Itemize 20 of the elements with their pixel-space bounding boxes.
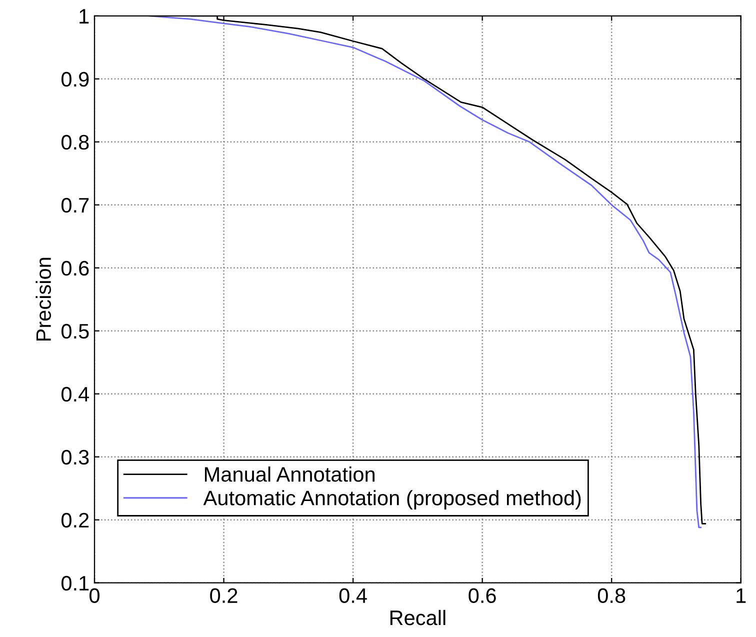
x-tick-label: 0.8: [598, 588, 626, 604]
y-tick-label: 0.3: [61, 450, 89, 465]
legend-label: Manual Annotation: [204, 466, 374, 482]
y-tick-label: 0.5: [61, 324, 89, 339]
y-tick-label: 0.8: [61, 134, 89, 150]
x-tick-label: 0.6: [468, 588, 496, 604]
y-tick-label: 0.2: [61, 512, 89, 528]
x-axis-title: Recall: [390, 610, 446, 626]
y-tick-label: 1: [80, 9, 89, 24]
x-tick-label: 0: [90, 588, 100, 604]
y-tick-label: 0.4: [61, 386, 90, 402]
y-tick-label: 0.7: [61, 198, 89, 213]
x-tick-label: 1: [736, 588, 746, 603]
y-tick-label: 0.1: [61, 576, 89, 591]
x-tick-label: 0.4: [339, 588, 367, 604]
y-tick-label: 0.6: [61, 260, 89, 276]
legend-label: Automatic Annotation (proposed method): [203, 490, 581, 510]
x-tick-label: 0.2: [210, 588, 238, 604]
y-tick-label: 0.9: [61, 72, 89, 87]
y-axis-title: Precision: [36, 258, 52, 341]
